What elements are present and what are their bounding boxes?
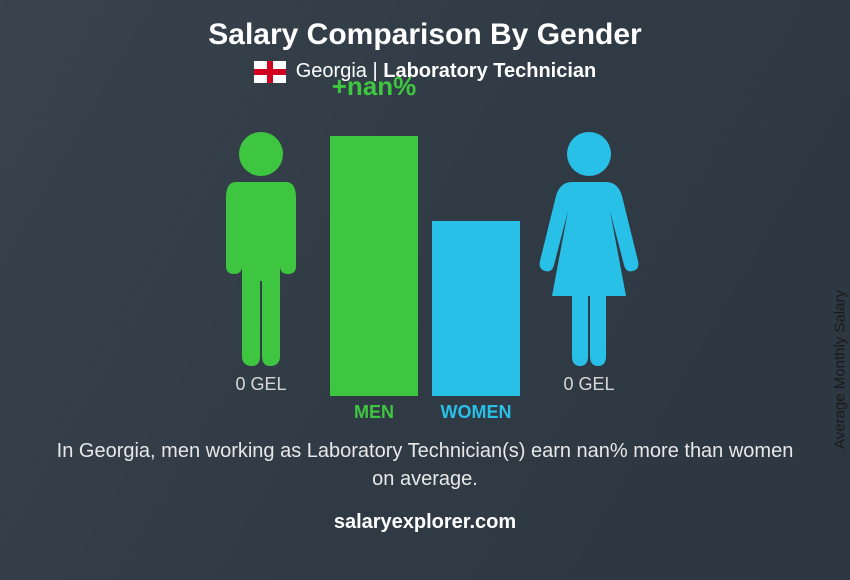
men-value: 0 GEL	[235, 374, 286, 395]
women-bar-column: WOMEN	[432, 103, 520, 423]
men-bar-column: +nan% MEN	[330, 103, 418, 423]
chart-area: 0 GEL +nan% MEN WOMEN 0 GEL	[125, 103, 725, 423]
footer-link[interactable]: salaryexplorer.com	[334, 511, 516, 534]
women-value: 0 GEL	[563, 374, 614, 395]
page-title: Salary Comparison By Gender	[208, 18, 641, 52]
men-bar	[330, 136, 418, 396]
infographic-container: Salary Comparison By Gender Georgia | La…	[0, 0, 850, 580]
description-text: In Georgia, men working as Laboratory Te…	[55, 437, 795, 493]
men-bar-label: MEN	[354, 402, 394, 423]
percent-label: +nan%	[332, 71, 417, 102]
women-bar-label: WOMEN	[441, 402, 512, 423]
men-icon-column: 0 GEL	[206, 103, 316, 423]
y-axis-label: Average Monthly Salary	[832, 290, 849, 449]
georgia-flag-icon	[254, 61, 286, 83]
women-icon-column: 0 GEL	[534, 103, 644, 423]
subtitle-row: Georgia | Laboratory Technician	[254, 60, 597, 83]
women-bar	[432, 221, 520, 396]
man-icon	[206, 126, 316, 366]
woman-icon	[534, 126, 644, 366]
